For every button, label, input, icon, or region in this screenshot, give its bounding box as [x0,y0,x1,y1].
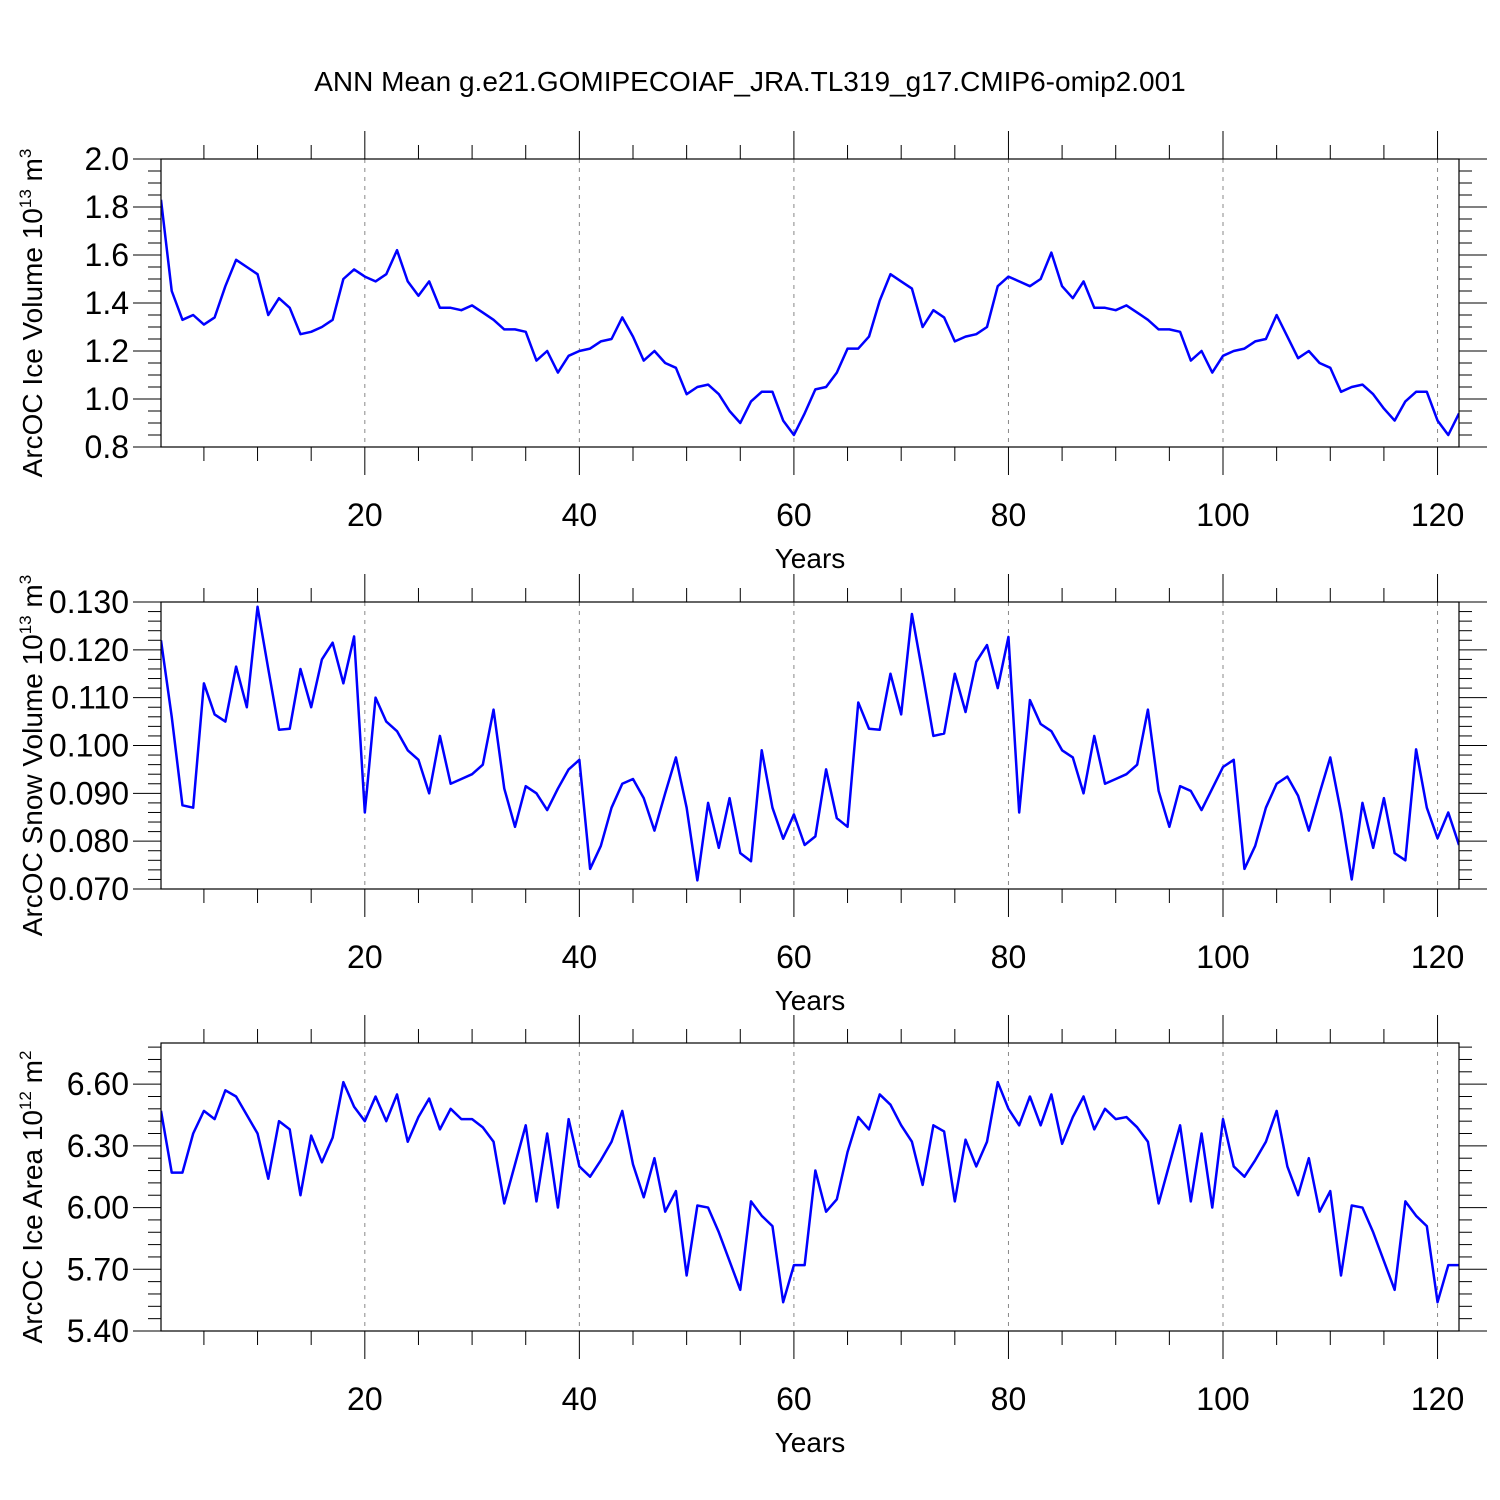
x-tick-label: 40 [562,939,598,975]
series-line [161,1080,1459,1304]
y-tick-label: 1.6 [85,237,129,273]
y-tick-label: 0.120 [49,632,129,668]
y-tick-label: 0.080 [49,823,129,859]
y-tick-label: 0.110 [51,680,129,716]
x-tick-label: 100 [1196,939,1249,975]
y-tick-label: 1.8 [85,189,129,225]
x-tick-label: 60 [776,497,812,533]
x-tick-label: 100 [1196,1381,1249,1417]
series-line [161,199,1459,437]
y-tick-label: 1.2 [85,333,129,369]
y-tick-label: 0.100 [49,728,129,764]
panel-3: 5.40 5.70 6.00 6.30 6.60 20 40 60 80 100 120 Years A… [16,1015,1487,1458]
x-tick-label: 40 [562,497,598,533]
x-axis-title: Years [775,985,846,1016]
x-tick-label: 60 [776,939,812,975]
x-tick-label: 80 [991,939,1027,975]
y-tick-label: 0.130 [49,584,129,620]
y-tick-label: 0.070 [49,871,129,907]
panel-2: 0.070 0.080 0.090 0.100 0.110 0.120 0.130 20 40 6… [16,574,1487,1016]
x-axis-title: Years [775,543,846,574]
x-axis-title: Years [775,1427,846,1458]
y-tick-label: 5.70 [67,1251,129,1287]
x-tick-label: 20 [347,497,383,533]
x-tick-label: 20 [347,1381,383,1417]
x-tick-label: 80 [991,497,1027,533]
y-tick-label: 0.8 [85,429,129,465]
y-tick-label: 5.40 [67,1313,129,1349]
series-line [161,605,1459,882]
y-axis-title: ArcOC Ice Volume 1013 m3 [16,149,48,478]
x-tick-label: 80 [991,1381,1027,1417]
plot-frame [160,158,1460,448]
plot-frame [160,1042,1460,1332]
x-tick-label: 120 [1411,939,1464,975]
plot-frame [160,601,1460,890]
x-tick-label: 40 [562,1381,598,1417]
y-tick-label: 6.30 [67,1128,129,1164]
figure-title: ANN Mean g.e21.GOMIPECOIAF_JRA.TL319_g17… [314,66,1186,97]
y-tick-label: 1.4 [85,285,129,321]
y-tick-label: 2.0 [85,141,129,177]
x-tick-label: 60 [776,1381,812,1417]
y-tick-label: 6.00 [67,1190,129,1226]
x-tick-label: 100 [1196,497,1249,533]
y-tick-label: 6.60 [67,1066,129,1102]
x-tick-label: 120 [1411,497,1464,533]
panel-1: 0.8 1.0 1.2 1.4 1.6 1.8 2.0 20 40 60 80 100 120 Years… [16,131,1487,574]
x-tick-label: 120 [1411,1381,1464,1417]
y-tick-label: 1.0 [85,381,129,417]
y-axis-title: ArcOC Snow Volume 1013 m3 [16,575,48,936]
y-tick-label: 0.090 [49,775,129,811]
x-tick-label: 20 [347,939,383,975]
y-axis-title: ArcOC Ice Area 1012 m2 [16,1051,48,1344]
